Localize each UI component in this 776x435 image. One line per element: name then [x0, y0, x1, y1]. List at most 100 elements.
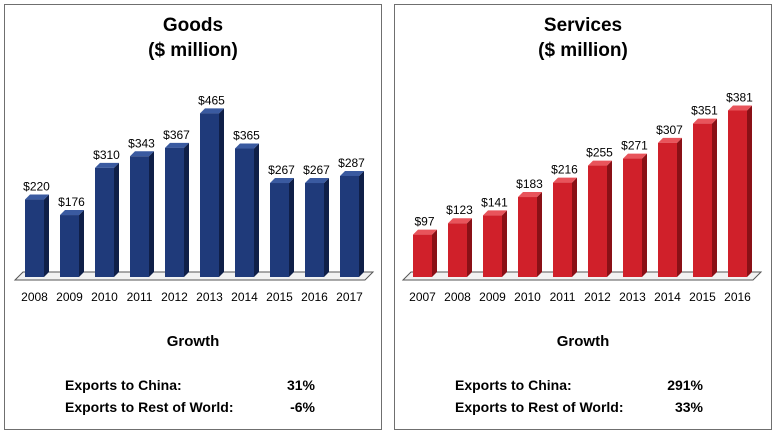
- bar-side: [359, 170, 364, 277]
- x-tick-label: 2007: [409, 290, 436, 304]
- bar-side: [432, 229, 437, 277]
- bar: [553, 182, 572, 277]
- bar-side: [184, 142, 189, 277]
- services-panel: Services ($ million) $97 2007 $123 2008 $141…: [394, 4, 772, 430]
- bar-side: [502, 210, 507, 277]
- data-label: $255: [586, 146, 613, 160]
- x-tick-label: 2008: [21, 290, 48, 304]
- bar-top: [693, 118, 717, 124]
- goods-chart-subtitle: ($ million): [148, 40, 238, 61]
- goods-growth-label: Exports to China:: [65, 377, 182, 393]
- goods-growth-heading: Growth: [166, 333, 220, 350]
- services-growth-label: Exports to China:: [455, 377, 572, 393]
- bar-top: [658, 137, 682, 143]
- bar: [728, 110, 747, 278]
- x-tick-label: 2015: [266, 290, 293, 304]
- data-label: $367: [163, 128, 190, 142]
- x-tick-label: 2012: [584, 290, 611, 304]
- data-label: $141: [481, 195, 508, 209]
- x-tick-label: 2013: [619, 290, 646, 304]
- bar-top: [623, 153, 647, 159]
- goods-growth-value: 31%: [286, 377, 315, 393]
- bar-side: [712, 118, 717, 277]
- x-tick-label: 2014: [231, 290, 258, 304]
- services-bar-chart: $97 2007 $123 2008 $141 2009 $183 2010 $216 2011 $…: [401, 91, 763, 304]
- bar: [25, 199, 44, 277]
- bar: [60, 215, 79, 277]
- bar-side: [324, 178, 329, 277]
- bar-top: [25, 194, 49, 200]
- bar-top: [305, 178, 329, 184]
- x-tick-label: 2010: [91, 290, 118, 304]
- data-label: $267: [303, 163, 330, 177]
- data-label: $123: [446, 203, 473, 217]
- services-growth-value: 33%: [674, 399, 703, 415]
- bar: [200, 113, 219, 277]
- data-label: $310: [93, 148, 120, 162]
- bar-top: [340, 170, 364, 176]
- data-label: $465: [198, 93, 225, 107]
- data-label: $365: [233, 129, 260, 143]
- bar: [588, 165, 607, 277]
- x-tick-label: 2009: [56, 290, 83, 304]
- data-label: $287: [338, 156, 365, 170]
- x-tick-label: 2017: [336, 290, 363, 304]
- bar: [165, 147, 184, 277]
- bar-top: [270, 178, 294, 184]
- x-tick-label: 2016: [301, 290, 328, 304]
- data-label: $97: [414, 215, 434, 229]
- bar-top: [130, 151, 154, 157]
- bar-top: [518, 192, 542, 198]
- goods-growth-value: -6%: [290, 399, 315, 415]
- bar-side: [79, 210, 84, 277]
- bar-side: [537, 192, 542, 277]
- services-chart-subtitle: ($ million): [538, 40, 628, 61]
- x-tick-label: 2014: [654, 290, 681, 304]
- bar: [448, 223, 467, 277]
- bar-side: [572, 177, 577, 277]
- data-label: $351: [691, 104, 718, 118]
- x-tick-label: 2010: [514, 290, 541, 304]
- bar-top: [413, 229, 437, 235]
- data-label: $183: [516, 177, 543, 191]
- bar-top: [728, 105, 752, 111]
- bar: [658, 142, 677, 277]
- x-tick-label: 2013: [196, 290, 223, 304]
- bar-top: [165, 142, 189, 148]
- bar: [270, 183, 289, 277]
- x-tick-label: 2008: [444, 290, 471, 304]
- services-growth-label: Exports to Rest of World:: [455, 399, 624, 415]
- bar-side: [607, 160, 612, 277]
- x-tick-label: 2015: [689, 290, 716, 304]
- bar: [95, 167, 114, 277]
- bar: [623, 158, 642, 277]
- data-label: $267: [268, 163, 295, 177]
- bar-side: [219, 108, 224, 277]
- bar-side: [254, 143, 259, 277]
- bar-top: [588, 160, 612, 166]
- bar-side: [114, 162, 119, 277]
- bar-top: [235, 143, 259, 149]
- data-label: $343: [128, 136, 155, 150]
- bar: [693, 123, 712, 277]
- data-label: $220: [23, 180, 50, 194]
- data-label: $271: [621, 139, 648, 153]
- bar: [518, 197, 537, 277]
- bar-side: [149, 151, 154, 277]
- goods-chart-title: Goods: [162, 15, 224, 36]
- services-growth-heading: Growth: [556, 333, 610, 350]
- goods-panel: Goods ($ million) $220 2008 $176 2009 $310 20…: [4, 4, 382, 430]
- bar-top: [200, 108, 224, 114]
- goods-bar-chart: $220 2008 $176 2009 $310 2010 $343 2011 $367 2012…: [13, 93, 375, 304]
- bar-side: [677, 137, 682, 277]
- bar: [340, 175, 359, 277]
- bar-top: [553, 177, 577, 183]
- goods-growth-label: Exports to Rest of World:: [65, 399, 234, 415]
- data-label: $216: [551, 163, 578, 177]
- bar: [130, 156, 149, 277]
- x-tick-label: 2012: [161, 290, 188, 304]
- bar-top: [95, 162, 119, 168]
- x-tick-label: 2011: [127, 290, 153, 304]
- bar: [413, 234, 432, 277]
- bar: [483, 215, 502, 277]
